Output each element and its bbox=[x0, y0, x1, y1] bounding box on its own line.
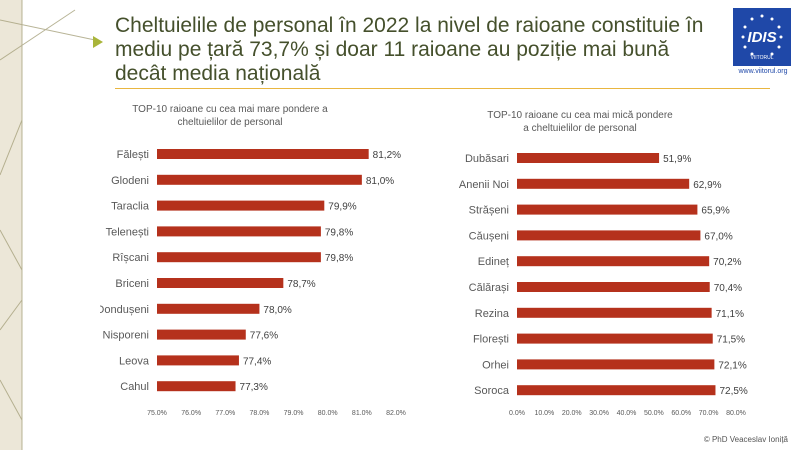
tick-label: 81.0% bbox=[352, 410, 372, 417]
chart-title-line-2: cheltuielilor de personal bbox=[177, 117, 282, 128]
category-label: Căușeni bbox=[469, 230, 509, 242]
bar bbox=[517, 204, 698, 215]
category-label: Edineț bbox=[478, 256, 509, 268]
chart-top-highest: TOP-10 raioane cu cea mai mare pondere a… bbox=[100, 104, 406, 417]
tick-label: 79.0% bbox=[284, 410, 304, 417]
category-label: Briceni bbox=[115, 278, 149, 290]
bar bbox=[517, 178, 690, 189]
bar bbox=[157, 226, 321, 237]
bar bbox=[517, 153, 660, 163]
decorative-lines bbox=[0, 0, 103, 450]
category-label: Rîșcani bbox=[112, 252, 149, 264]
category-label: Rezina bbox=[475, 308, 510, 320]
bar bbox=[157, 355, 239, 366]
tick-label: 70.0% bbox=[699, 410, 719, 417]
category-label: Nisporeni bbox=[103, 330, 149, 342]
data-label: 70,2% bbox=[713, 257, 741, 268]
tick-label: 40.0% bbox=[617, 410, 637, 417]
idis-logo: IDIS VIITORUL bbox=[733, 8, 791, 66]
bar bbox=[157, 200, 325, 211]
data-label: 72,1% bbox=[718, 360, 746, 371]
logo-subtext: VIITORUL bbox=[751, 55, 774, 61]
data-label: 62,9% bbox=[693, 180, 721, 191]
data-label: 65,9% bbox=[701, 206, 729, 217]
decorative-band bbox=[0, 0, 22, 450]
tick-label: 50.0% bbox=[644, 410, 664, 417]
title-line-1: Cheltuielile de personal în 2022 la nive… bbox=[115, 14, 704, 37]
tick-label: 77.0% bbox=[215, 410, 235, 417]
tick-label: 82.0% bbox=[386, 410, 406, 417]
data-label: 79,8% bbox=[325, 253, 353, 264]
logo-url: www.viitorul.org bbox=[738, 68, 788, 75]
tick-label: 80.0% bbox=[726, 410, 746, 417]
bar bbox=[517, 333, 713, 344]
data-label: 70,4% bbox=[714, 283, 742, 294]
stars-logo-icon: IDIS VIITORUL bbox=[741, 14, 783, 61]
category-label: Leova bbox=[119, 355, 150, 367]
tick-label: 76.0% bbox=[181, 410, 201, 417]
data-label: 81,2% bbox=[373, 150, 401, 161]
bar bbox=[517, 307, 712, 318]
bar bbox=[157, 381, 236, 392]
tick-label: 30.0% bbox=[589, 410, 609, 417]
bar bbox=[157, 174, 362, 185]
category-label: Fălești bbox=[117, 149, 149, 161]
data-label: 77,4% bbox=[243, 356, 271, 367]
bar bbox=[517, 359, 715, 370]
data-label: 79,8% bbox=[325, 227, 353, 238]
category-label: Glodeni bbox=[111, 175, 149, 187]
bar bbox=[517, 282, 710, 292]
bullet-arrow-icon bbox=[93, 36, 103, 48]
bar bbox=[517, 230, 701, 241]
tick-label: 75.0% bbox=[147, 410, 167, 417]
data-label: 51,9% bbox=[663, 154, 691, 165]
title-underline bbox=[115, 88, 770, 89]
copyright: © PhD Veaceslav Ioniță bbox=[703, 435, 788, 444]
category-label: Cahul bbox=[120, 381, 149, 393]
page-title: Cheltuielile de personal în 2022 la nive… bbox=[115, 14, 715, 86]
bar bbox=[157, 149, 369, 159]
category-label: Taraclia bbox=[111, 201, 150, 213]
data-label: 71,5% bbox=[717, 335, 745, 346]
category-label: Călărași bbox=[469, 282, 509, 294]
data-label: 78,7% bbox=[287, 279, 315, 290]
title-line-2: mediu pe țară 73,7% și doar 11 raioane a… bbox=[115, 38, 670, 61]
chart-title-line-2: a cheltuielilor de personal bbox=[523, 123, 636, 134]
bar bbox=[517, 385, 716, 396]
bar bbox=[157, 252, 321, 263]
tick-label: 0.0% bbox=[509, 410, 525, 417]
data-label: 77,6% bbox=[250, 331, 278, 342]
bar bbox=[157, 303, 260, 314]
tick-label: 60.0% bbox=[671, 410, 691, 417]
category-label: Anenii Noi bbox=[459, 179, 509, 191]
category-label: Dubăsari bbox=[465, 153, 509, 165]
tick-label: 10.0% bbox=[534, 410, 554, 417]
tick-label: 78.0% bbox=[249, 410, 269, 417]
data-label: 72,5% bbox=[719, 386, 747, 397]
category-label: Orhei bbox=[482, 359, 509, 371]
chart-title-line-1: TOP-10 raioane cu cea mai mare pondere a bbox=[132, 104, 328, 115]
data-label: 71,1% bbox=[716, 309, 744, 320]
bar bbox=[157, 329, 246, 340]
chart-title-line-1: TOP-10 raioane cu cea mai mică pondere bbox=[487, 110, 673, 121]
title-line-3: decât media națională bbox=[115, 62, 321, 85]
bar bbox=[517, 256, 710, 267]
category-label: Dondușeni bbox=[100, 304, 149, 316]
category-label: Soroca bbox=[474, 385, 510, 397]
tick-label: 80.0% bbox=[318, 410, 338, 417]
data-label: 78,0% bbox=[263, 305, 291, 316]
data-label: 67,0% bbox=[704, 231, 732, 242]
data-label: 81,0% bbox=[366, 176, 394, 187]
logo-text: IDIS bbox=[747, 29, 776, 46]
data-label: 77,3% bbox=[240, 382, 268, 393]
chart-top-lowest: TOP-10 raioane cu cea mai mică pondere a… bbox=[459, 110, 748, 417]
category-label: Telenești bbox=[106, 226, 149, 238]
category-label: Strășeni bbox=[469, 205, 509, 217]
category-label: Florești bbox=[473, 334, 509, 346]
data-label: 79,9% bbox=[328, 202, 356, 213]
bar bbox=[157, 278, 284, 288]
tick-label: 20.0% bbox=[562, 410, 582, 417]
